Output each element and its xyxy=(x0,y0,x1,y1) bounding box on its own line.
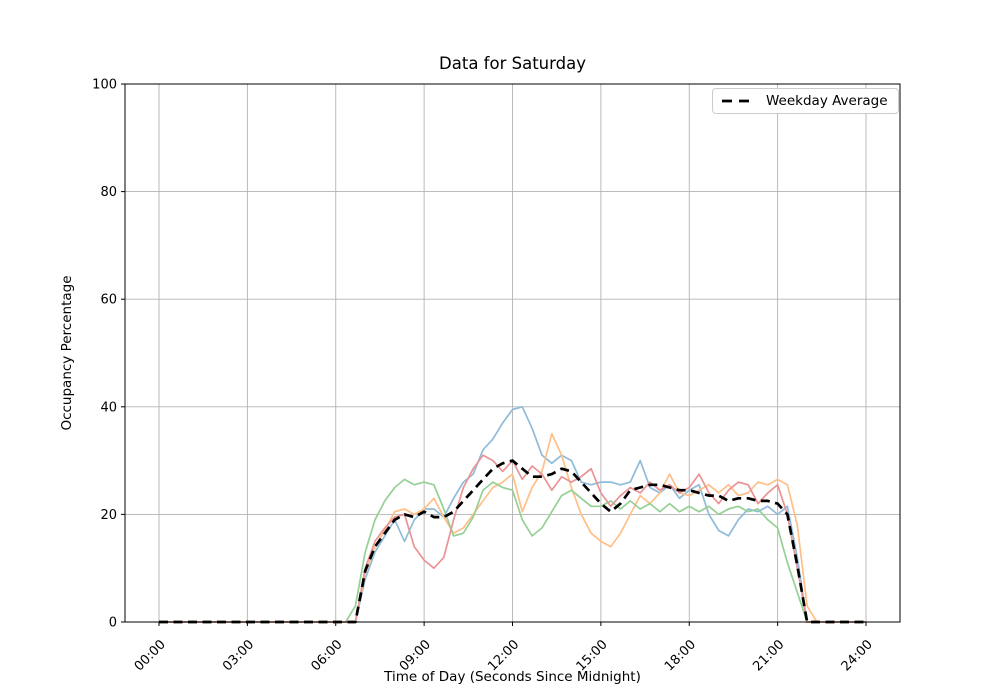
y-tick-label-100: 100 xyxy=(92,78,117,93)
chart-title: Data for Saturday xyxy=(439,54,586,73)
y-tick-label-80: 80 xyxy=(100,185,117,200)
x-axis-label: Time of Day (Seconds Since Midnight) xyxy=(384,669,641,685)
y-tick-label-0: 0 xyxy=(109,616,117,631)
legend-dashed-line-sample xyxy=(722,99,756,103)
y-tick-label-60: 60 xyxy=(100,293,117,308)
y-tick-label-40: 40 xyxy=(100,400,117,415)
legend-label: Weekday Average xyxy=(766,93,888,109)
y-tick-label-20: 20 xyxy=(100,508,117,523)
legend: Weekday Average xyxy=(712,88,899,114)
